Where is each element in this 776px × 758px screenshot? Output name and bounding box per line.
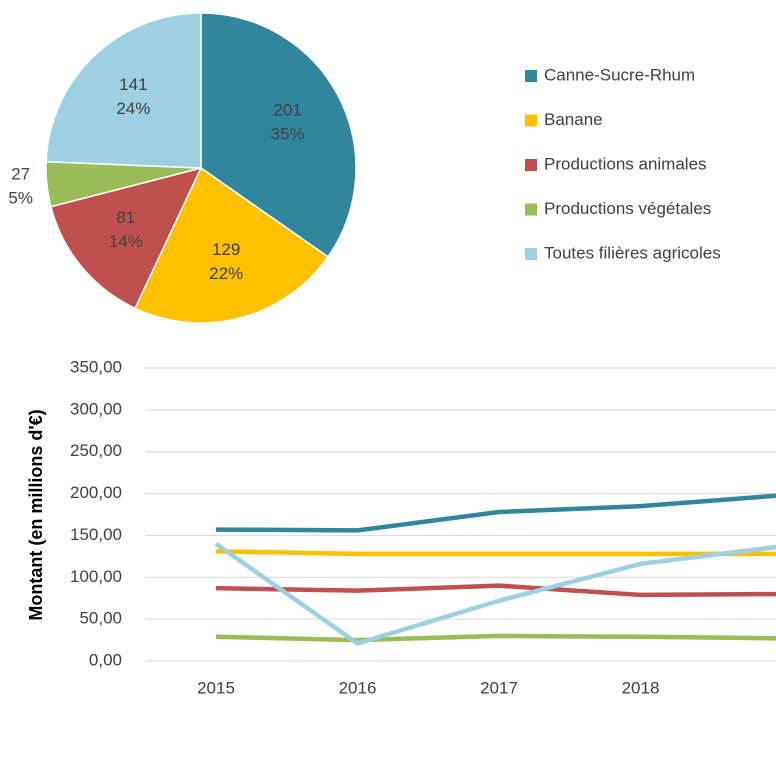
slice-value-label: 129 [212, 240, 240, 259]
slice-percent-label: 22% [209, 264, 243, 283]
legend-label: Toutes filières agricoles [544, 243, 721, 262]
pie-slice [200, 12, 357, 258]
pie-slice [45, 12, 202, 169]
legend-swatch [525, 114, 537, 127]
slice-percent-label: 35% [271, 124, 305, 143]
y-axis-label: Montant (en millions d'€) [26, 409, 46, 620]
legend-swatch [525, 159, 537, 171]
x-tick-label: 2017 [480, 678, 518, 697]
y-tick-label: 100,00 [70, 567, 122, 586]
line-series [215, 493, 776, 533]
y-tick-label: 300,00 [70, 399, 122, 418]
legend-label: Productions animales [544, 154, 707, 173]
legend-label: Productions végétales [544, 199, 711, 218]
legend-label: Canne-Sucre-Rhum [544, 65, 695, 84]
slice-value-label: 141 [119, 75, 147, 94]
slice-value-label: 27 [11, 165, 30, 184]
line-series [215, 633, 776, 643]
legend-swatch [525, 248, 537, 260]
legend-swatch [525, 203, 537, 216]
x-tick-label: 2016 [339, 678, 377, 697]
slice-value-label: 201 [273, 100, 301, 119]
legend-label: Banane [544, 110, 603, 129]
y-tick-label: 50,00 [79, 609, 122, 628]
line-series [215, 549, 776, 557]
line-series [215, 583, 776, 598]
y-tick-label: 250,00 [70, 441, 122, 460]
slice-percent-label: 24% [116, 99, 150, 118]
line-series [214, 541, 776, 646]
legend-swatch [525, 70, 537, 82]
y-tick-label: 350,00 [70, 357, 122, 376]
y-tick-label: 150,00 [70, 525, 122, 544]
pie-slice [49, 166, 203, 310]
slice-percent-label: 5% [8, 189, 33, 208]
x-tick-label: 2018 [622, 678, 660, 697]
x-tick-label: 2015 [197, 678, 235, 697]
y-tick-label: 200,00 [70, 483, 122, 502]
y-tick-label: 0,00 [89, 650, 122, 669]
slice-value-label: 81 [116, 208, 135, 227]
slice-percent-label: 14% [109, 232, 143, 251]
